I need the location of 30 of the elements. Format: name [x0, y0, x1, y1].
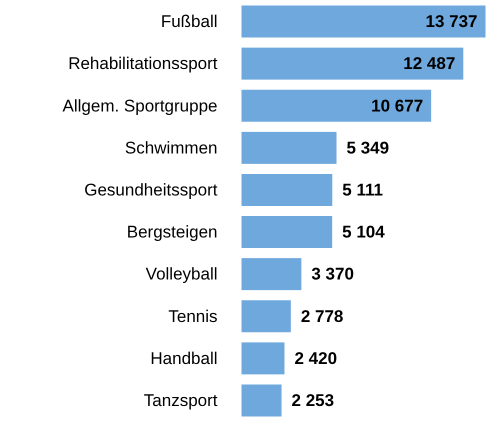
y-tick-label: Tennis: [168, 306, 218, 326]
data-label: 13 737: [426, 12, 478, 32]
y-tick-label: Schwimmen: [124, 138, 218, 158]
bar: [242, 342, 284, 374]
y-tick-label: Allgem. Sportgruppe: [62, 96, 218, 116]
data-label: 10 677: [371, 96, 424, 116]
bar: [242, 300, 291, 332]
data-label: 5 349: [346, 138, 390, 158]
bar: [242, 258, 302, 290]
y-tick-label: Tanzsport: [144, 390, 218, 410]
bar: [242, 6, 486, 38]
data-label: 2 420: [294, 348, 338, 368]
data-label: 2 778: [300, 306, 344, 326]
bar: [242, 384, 282, 416]
data-label: 12 487: [403, 54, 456, 74]
bar: [242, 90, 432, 122]
bar: [242, 48, 464, 80]
data-label: 5 104: [342, 222, 386, 242]
bar: [242, 174, 332, 206]
y-tick-label: Gesundheitssport: [84, 180, 218, 200]
y-tick-label: Handball: [150, 348, 218, 368]
y-tick-label: Volleyball: [146, 264, 218, 284]
data-label: 5 111: [342, 180, 383, 200]
data-label: 3 370: [311, 264, 354, 284]
bar: [242, 216, 332, 248]
y-tick-label: Fußball: [160, 12, 218, 32]
bar: [242, 132, 337, 164]
y-tick-label: Bergsteigen: [126, 222, 218, 242]
y-tick-label: Rehabilitationssport: [68, 54, 218, 74]
data-label: 2 253: [292, 390, 334, 410]
